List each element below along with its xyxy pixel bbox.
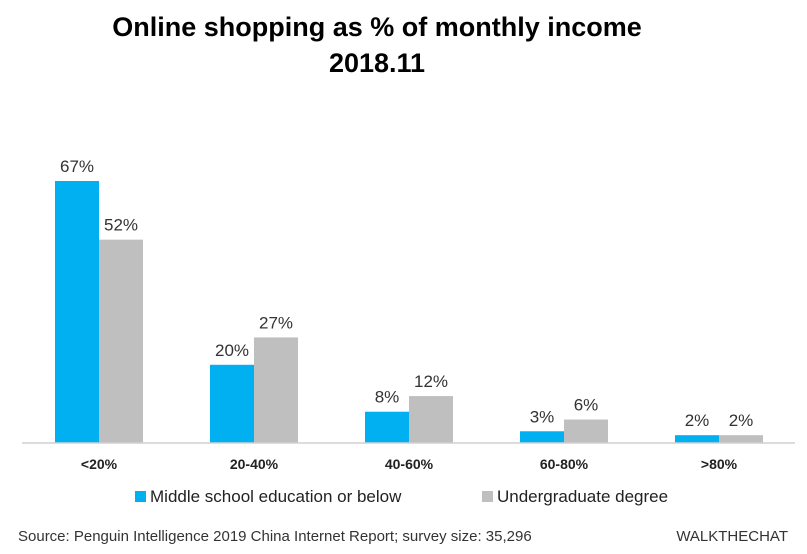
category-label-3: 60-80% [540, 456, 589, 472]
value-label-middle-school-2: 8% [375, 388, 400, 407]
value-label-middle-school-4: 2% [685, 411, 710, 430]
brand-label: WALKTHECHAT [676, 528, 788, 545]
bar-undergraduate-2 [409, 396, 453, 443]
category-label-1: 20-40% [230, 456, 279, 472]
value-label-middle-school-0: 67% [60, 157, 94, 176]
legend-swatch-undergraduate [482, 491, 493, 502]
bar-middle-school-3 [520, 431, 564, 443]
category-label-4: >80% [701, 456, 738, 472]
value-label-middle-school-3: 3% [530, 407, 555, 426]
bar-undergraduate-0 [99, 239, 143, 443]
legend-label-middle-school: Middle school education or below [150, 487, 402, 506]
category-labels-group: <20% 20-40% 40-60% 60-80% >80% [81, 456, 738, 472]
bar-middle-school-2 [365, 411, 409, 443]
value-label-undergraduate-0: 52% [104, 216, 138, 235]
bar-undergraduate-3 [564, 419, 608, 443]
value-label-undergraduate-4: 2% [729, 411, 754, 430]
legend: Middle school education or below Undergr… [135, 487, 668, 506]
bar-undergraduate-4 [719, 435, 763, 443]
bar-middle-school-1 [210, 364, 254, 443]
value-labels-group: 67% 52% 20% 27% 8% 12% 3% 6% 2% 2% [60, 157, 753, 430]
bar-middle-school-0 [55, 181, 99, 443]
bar-undergraduate-1 [254, 337, 298, 443]
source-note: Source: Penguin Intelligence 2019 China … [18, 528, 532, 545]
bar-middle-school-4 [675, 435, 719, 443]
value-label-middle-school-1: 20% [215, 341, 249, 360]
chart-subtitle: 2018.11 [329, 48, 425, 78]
value-label-undergraduate-3: 6% [574, 396, 599, 415]
category-label-2: 40-60% [385, 456, 434, 472]
chart-title: Online shopping as % of monthly income [112, 12, 642, 42]
value-label-undergraduate-1: 27% [259, 313, 293, 332]
category-label-0: <20% [81, 456, 118, 472]
legend-label-undergraduate: Undergraduate degree [497, 487, 668, 506]
bars-group [55, 181, 763, 443]
value-label-undergraduate-2: 12% [414, 372, 448, 391]
legend-swatch-middle-school [135, 491, 146, 502]
